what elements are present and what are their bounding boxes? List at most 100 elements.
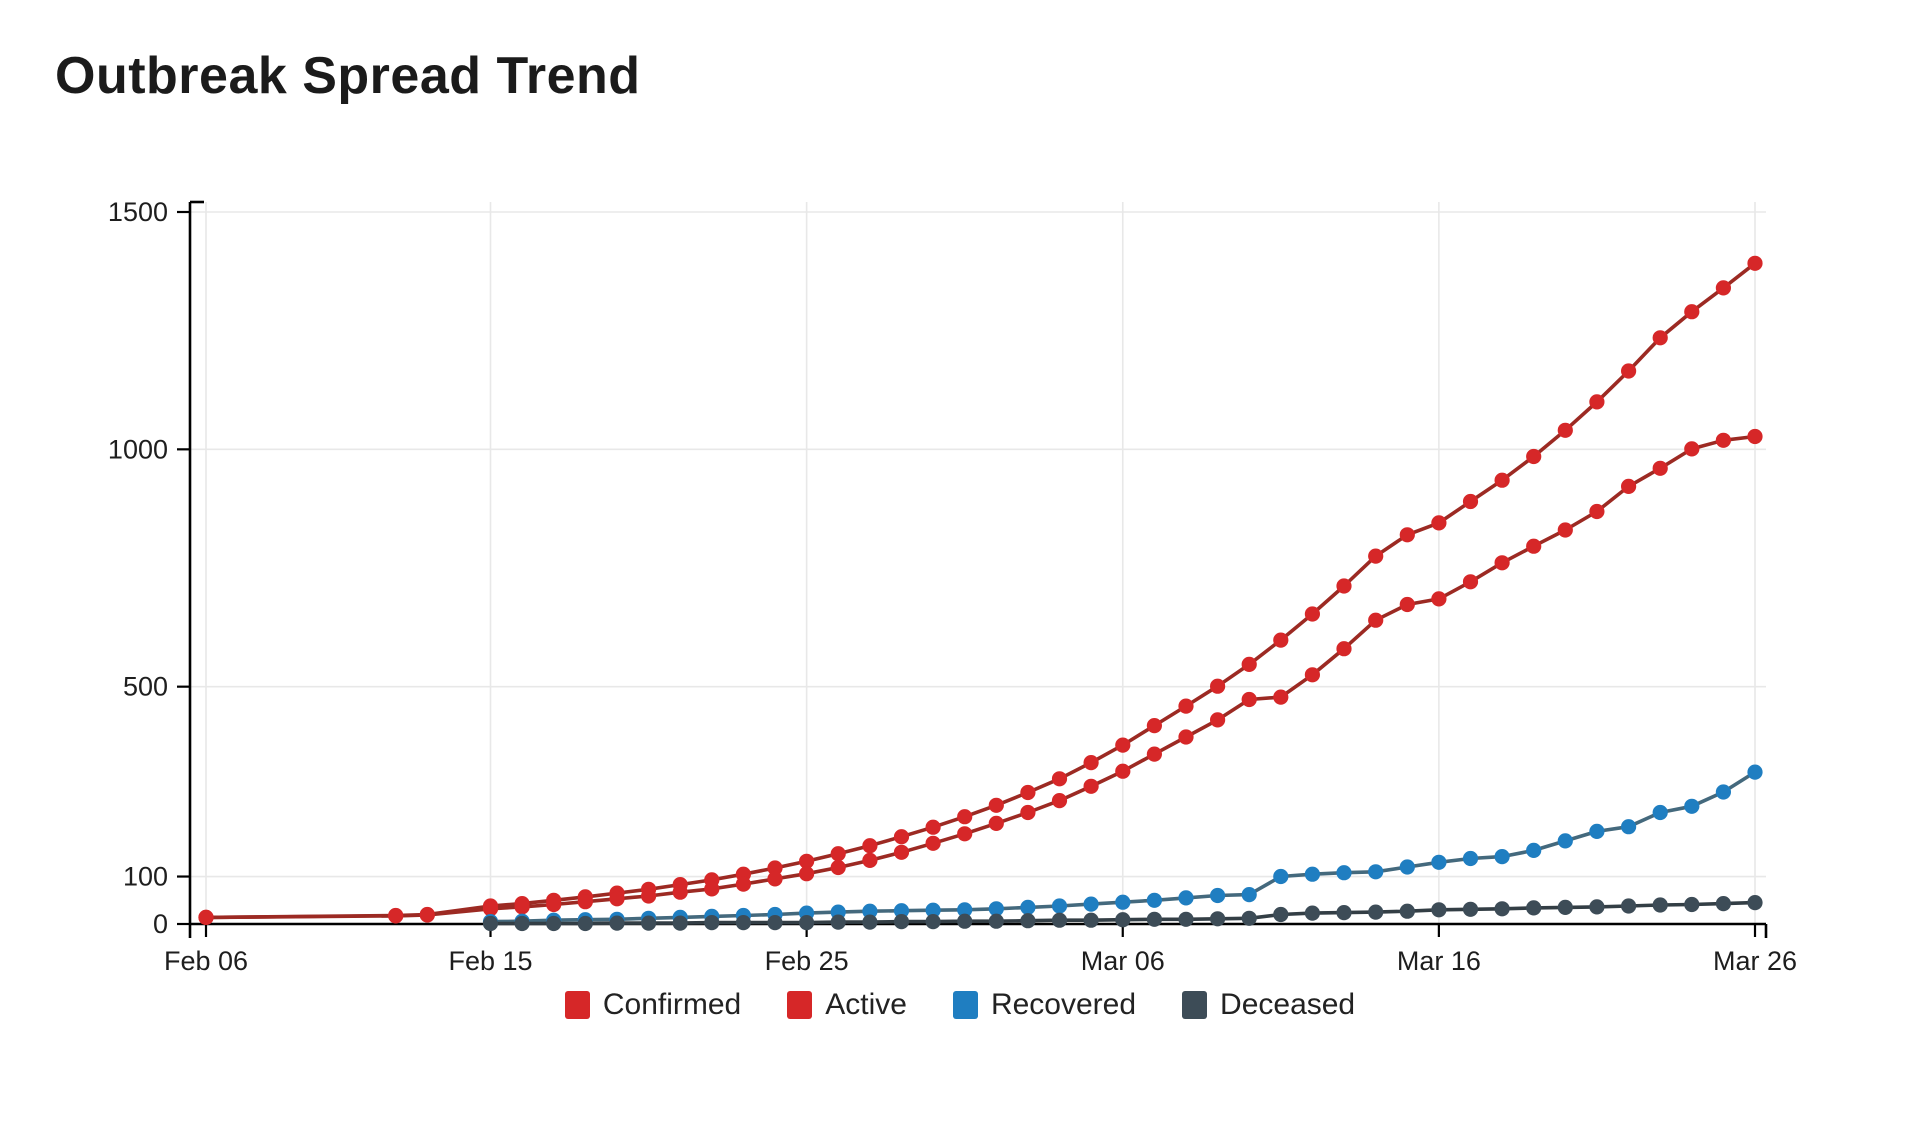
data-point-marker[interactable] (893, 914, 910, 930)
data-point-marker[interactable] (1399, 596, 1415, 613)
data-point-marker[interactable] (1210, 678, 1226, 694)
data-point-marker[interactable] (704, 915, 720, 931)
data-point-marker[interactable] (482, 915, 499, 932)
data-point-marker[interactable] (1304, 606, 1320, 622)
data-point-marker[interactable] (1146, 911, 1162, 927)
legend-item-recovered[interactable]: Recovered (952, 988, 1136, 1022)
data-point-marker[interactable] (1684, 798, 1700, 814)
data-point-marker[interactable] (925, 902, 941, 918)
data-point-marker[interactable] (1589, 503, 1605, 520)
data-point-marker[interactable] (1652, 897, 1668, 913)
data-point-marker[interactable] (988, 901, 1004, 917)
legend-item-confirmed[interactable]: Confirmed (564, 988, 741, 1022)
data-point-marker[interactable] (672, 915, 688, 931)
data-point-marker[interactable] (1115, 894, 1131, 910)
data-point-marker[interactable] (1241, 887, 1257, 903)
data-point-marker[interactable] (988, 913, 1004, 929)
data-point-marker[interactable] (1368, 904, 1384, 920)
data-point-marker[interactable] (1146, 892, 1162, 908)
data-point-marker[interactable] (1051, 793, 1068, 809)
data-point-marker[interactable] (1494, 472, 1510, 488)
data-point-marker[interactable] (1652, 460, 1668, 476)
series-confirmed[interactable] (198, 255, 1763, 926)
data-point-marker[interactable] (1526, 538, 1542, 554)
data-point-marker[interactable] (893, 903, 910, 919)
data-point-marker[interactable] (1462, 493, 1479, 510)
data-point-marker[interactable] (1684, 896, 1700, 913)
data-point-marker[interactable] (1589, 899, 1605, 915)
data-point-marker[interactable] (862, 852, 878, 869)
data-point-marker[interactable] (198, 909, 214, 926)
data-point-marker[interactable] (767, 860, 783, 876)
data-point-marker[interactable] (1115, 737, 1131, 753)
data-point-marker[interactable] (641, 888, 657, 904)
data-point-marker[interactable] (1115, 763, 1131, 779)
data-point-marker[interactable] (799, 853, 815, 869)
data-point-marker[interactable] (1621, 363, 1637, 379)
data-point-marker[interactable] (1273, 868, 1289, 885)
data-point-marker[interactable] (988, 815, 1004, 832)
data-point-marker[interactable] (925, 835, 941, 851)
data-point-marker[interactable] (1241, 656, 1257, 673)
data-point-marker[interactable] (1526, 448, 1542, 465)
legend-item-active[interactable]: Active (787, 988, 907, 1022)
data-point-marker[interactable] (1431, 902, 1447, 918)
data-point-marker[interactable] (767, 871, 783, 887)
data-point-marker[interactable] (672, 884, 688, 900)
data-point-marker[interactable] (1715, 280, 1731, 296)
legend-item-deceased[interactable]: Deceased (1182, 988, 1355, 1022)
data-point-marker[interactable] (1494, 849, 1510, 865)
data-point-marker[interactable] (767, 915, 783, 931)
data-point-marker[interactable] (1747, 764, 1763, 780)
data-point-marker[interactable] (546, 915, 562, 932)
data-point-marker[interactable] (546, 896, 562, 913)
data-point-marker[interactable] (862, 903, 878, 919)
data-point-marker[interactable] (1020, 784, 1036, 801)
data-point-marker[interactable] (1621, 819, 1637, 835)
data-point-marker[interactable] (1747, 255, 1763, 271)
data-point-marker[interactable] (1273, 906, 1289, 923)
data-point-marker[interactable] (1431, 515, 1447, 531)
data-point-marker[interactable] (1526, 900, 1542, 916)
data-point-marker[interactable] (1368, 612, 1384, 628)
data-point-marker[interactable] (925, 819, 941, 835)
data-point-marker[interactable] (862, 838, 878, 854)
series-deceased[interactable] (482, 895, 1763, 932)
data-point-marker[interactable] (1462, 901, 1479, 917)
data-point-marker[interactable] (1684, 441, 1700, 457)
data-point-marker[interactable] (1399, 859, 1415, 875)
data-point-marker[interactable] (419, 907, 435, 923)
data-point-marker[interactable] (799, 915, 815, 931)
data-point-marker[interactable] (1652, 804, 1668, 821)
data-point-marker[interactable] (1368, 864, 1384, 880)
data-point-marker[interactable] (1336, 905, 1352, 921)
data-point-marker[interactable] (1020, 913, 1036, 929)
data-point-marker[interactable] (1747, 428, 1763, 445)
data-point-marker[interactable] (1051, 912, 1068, 928)
data-point-marker[interactable] (1747, 895, 1763, 911)
data-point-marker[interactable] (1336, 641, 1352, 657)
data-point-marker[interactable] (735, 915, 752, 931)
data-point-marker[interactable] (1557, 422, 1573, 438)
data-point-marker[interactable] (1494, 901, 1510, 917)
data-point-marker[interactable] (1146, 746, 1162, 762)
data-point-marker[interactable] (1715, 896, 1731, 912)
data-point-marker[interactable] (1273, 632, 1289, 648)
data-point-marker[interactable] (1526, 842, 1542, 859)
data-point-marker[interactable] (893, 844, 910, 860)
data-point-marker[interactable] (957, 809, 973, 825)
data-point-marker[interactable] (862, 914, 878, 930)
data-point-marker[interactable] (1178, 729, 1194, 745)
data-point-marker[interactable] (830, 846, 846, 862)
data-point-marker[interactable] (1304, 667, 1320, 683)
data-point-marker[interactable] (957, 826, 973, 842)
data-point-marker[interactable] (609, 891, 625, 907)
data-point-marker[interactable] (1273, 689, 1289, 705)
data-point-marker[interactable] (1557, 522, 1573, 538)
data-point-marker[interactable] (1178, 698, 1194, 714)
data-point-marker[interactable] (1210, 887, 1226, 904)
data-point-marker[interactable] (1589, 394, 1605, 410)
data-point-marker[interactable] (1241, 910, 1257, 926)
data-point-marker[interactable] (1431, 591, 1447, 607)
